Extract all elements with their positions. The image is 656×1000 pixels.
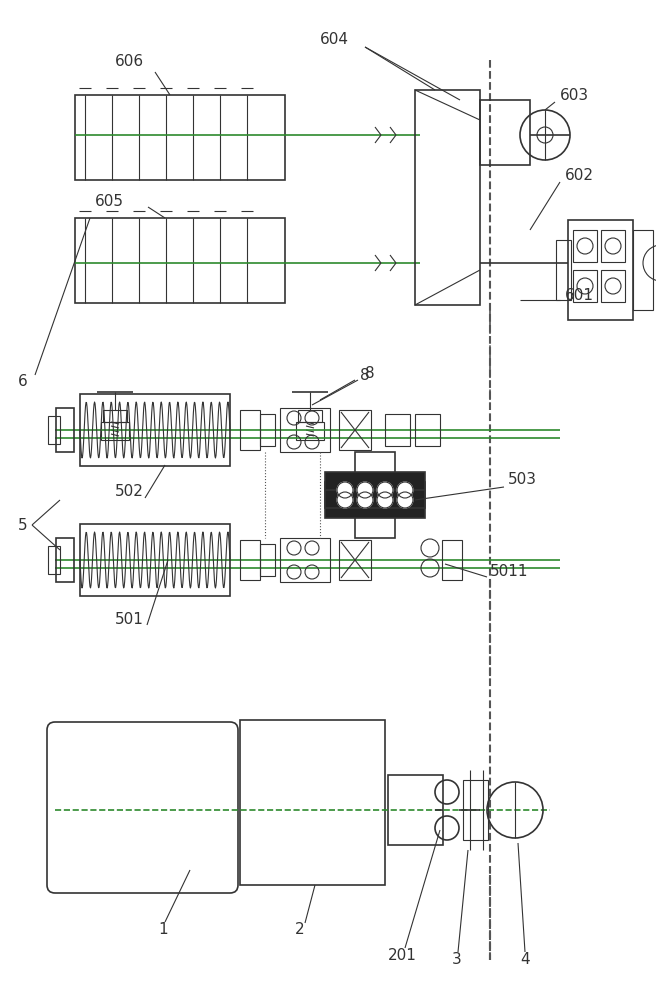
FancyBboxPatch shape xyxy=(47,722,238,893)
Bar xyxy=(56,538,74,582)
Bar xyxy=(80,524,230,596)
Bar xyxy=(633,230,653,310)
Text: 8: 8 xyxy=(365,365,375,380)
Bar xyxy=(601,230,625,262)
Text: 502: 502 xyxy=(115,485,144,499)
Bar xyxy=(296,422,324,440)
Text: 8: 8 xyxy=(360,367,369,382)
Bar xyxy=(385,414,410,446)
Text: 501: 501 xyxy=(115,612,144,628)
Text: 1: 1 xyxy=(158,922,168,938)
Bar xyxy=(280,538,330,582)
Circle shape xyxy=(337,492,353,508)
Text: 2: 2 xyxy=(295,922,304,938)
Bar xyxy=(240,410,260,450)
Text: 606: 606 xyxy=(115,54,144,70)
Bar xyxy=(103,410,127,422)
Bar xyxy=(573,230,597,262)
Bar xyxy=(415,414,440,446)
Text: 5011: 5011 xyxy=(490,564,529,580)
Bar xyxy=(339,540,371,580)
Text: 602: 602 xyxy=(565,167,594,182)
Text: 601: 601 xyxy=(565,288,594,302)
Bar xyxy=(298,410,322,422)
Text: 201: 201 xyxy=(388,948,417,962)
Circle shape xyxy=(337,482,353,498)
Text: 3: 3 xyxy=(452,952,462,968)
Text: 4: 4 xyxy=(520,952,529,968)
Bar xyxy=(101,422,129,440)
Bar xyxy=(415,90,480,305)
Circle shape xyxy=(377,482,393,498)
Bar xyxy=(260,414,275,446)
Text: 603: 603 xyxy=(560,88,589,103)
Circle shape xyxy=(357,492,373,508)
Bar xyxy=(75,218,285,303)
Circle shape xyxy=(397,492,413,508)
Bar xyxy=(80,394,230,466)
Text: 605: 605 xyxy=(95,194,124,210)
Bar xyxy=(339,410,371,450)
Bar xyxy=(556,240,571,300)
Text: 6: 6 xyxy=(18,374,28,389)
Bar xyxy=(260,544,275,576)
Bar xyxy=(240,720,385,885)
Bar xyxy=(325,482,425,518)
Circle shape xyxy=(357,482,373,498)
Bar xyxy=(48,546,60,574)
Bar xyxy=(240,540,260,580)
Bar xyxy=(325,472,425,508)
Bar xyxy=(573,270,597,302)
Bar xyxy=(568,220,633,320)
Text: 503: 503 xyxy=(508,473,537,488)
Bar xyxy=(75,95,285,180)
Bar xyxy=(442,540,462,580)
Bar xyxy=(48,416,60,444)
Bar xyxy=(56,408,74,452)
Bar xyxy=(355,452,395,538)
Text: 5: 5 xyxy=(18,518,28,532)
Bar xyxy=(601,270,625,302)
Circle shape xyxy=(377,492,393,508)
Bar xyxy=(388,775,443,845)
Circle shape xyxy=(397,482,413,498)
Bar xyxy=(280,408,330,452)
Text: 604: 604 xyxy=(320,32,349,47)
Bar xyxy=(480,100,530,165)
Bar xyxy=(463,780,488,840)
